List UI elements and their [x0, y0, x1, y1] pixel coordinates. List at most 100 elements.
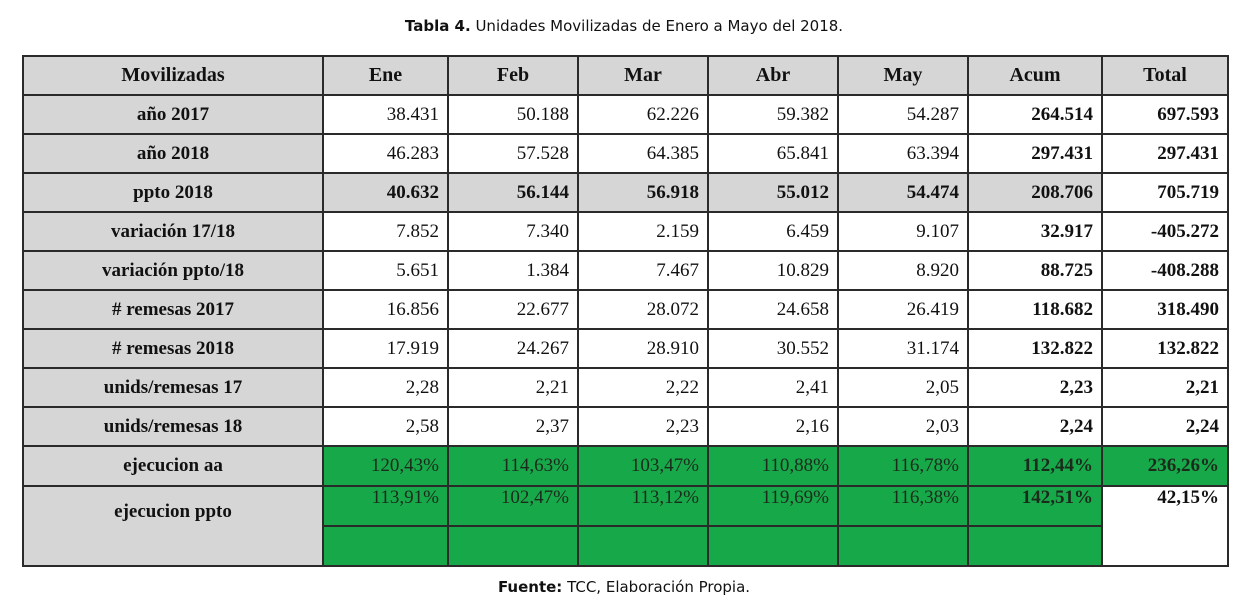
table-cell: 7.852 — [322, 211, 449, 252]
table-cell: 8.920 — [837, 250, 969, 291]
table-cell: 42,15% — [1101, 485, 1229, 567]
table-cell: 114,63% — [447, 445, 579, 487]
table-row: año 2017 38.431 50.188 62.226 59.382 54.… — [22, 94, 1229, 135]
table-row: ejecucion aa 120,43% 114,63% 103,47% 110… — [22, 445, 1229, 487]
table-cell: 59.382 — [707, 94, 839, 135]
table-cell-empty — [707, 525, 839, 567]
row-label: unids/remesas 18 — [22, 406, 324, 447]
table-cell: 24.658 — [707, 289, 839, 330]
table-cell: 2,16 — [707, 406, 839, 447]
table-cell: 54.287 — [837, 94, 969, 135]
row-label: # remesas 2018 — [22, 328, 324, 369]
table-row: año 2018 46.283 57.528 64.385 65.841 63.… — [22, 133, 1229, 174]
header-mar: Mar — [577, 55, 709, 96]
table-source: Fuente: TCC, Elaboración Propia. — [0, 578, 1248, 596]
header-row: Movilizadas Ene Feb Mar Abr May Acum Tot… — [22, 55, 1229, 96]
table-cell: 2,03 — [837, 406, 969, 447]
table-cell: 30.552 — [707, 328, 839, 369]
table-cell: 110,88% — [707, 445, 839, 487]
header-abr: Abr — [707, 55, 839, 96]
table-cell: 119,69% — [707, 485, 839, 527]
table-cell: 2,22 — [577, 367, 709, 408]
table-row: variación 17/18 7.852 7.340 2.159 6.459 … — [22, 211, 1229, 252]
table-cell: 2.159 — [577, 211, 709, 252]
table-cell: 697.593 — [1101, 94, 1229, 135]
table-cell: 2,58 — [322, 406, 449, 447]
table-cell: 28.910 — [577, 328, 709, 369]
row-label: variación 17/18 — [22, 211, 324, 252]
source-label: Fuente: — [497, 578, 563, 596]
table-cell: 132.822 — [967, 328, 1103, 369]
table-cell: 65.841 — [707, 133, 839, 174]
table-row: ppto 2018 40.632 56.144 56.918 55.012 54… — [22, 172, 1229, 213]
table-cell: 297.431 — [1101, 133, 1229, 174]
table-row: variación ppto/18 5.651 1.384 7.467 10.8… — [22, 250, 1229, 291]
table-cell: 102,47% — [447, 485, 579, 527]
table-cell: 55.012 — [707, 172, 839, 213]
row-label: variación ppto/18 — [22, 250, 324, 291]
row-label: # remesas 2017 — [22, 289, 324, 330]
table-cell: 5.651 — [322, 250, 449, 291]
table-cell: 264.514 — [967, 94, 1103, 135]
table-cell: 113,91% — [322, 485, 449, 527]
header-total: Total — [1101, 55, 1229, 96]
table-cell-empty — [322, 525, 449, 567]
table-caption: Tabla 4. Unidades Movilizadas de Enero a… — [0, 17, 1248, 35]
table-cell: 28.072 — [577, 289, 709, 330]
table-cell: 26.419 — [837, 289, 969, 330]
header-feb: Feb — [447, 55, 579, 96]
table-cell: 1.384 — [447, 250, 579, 291]
table-cell: 38.431 — [322, 94, 449, 135]
table-cell: 24.267 — [447, 328, 579, 369]
mobilized-units-table: Movilizadas Ene Feb Mar Abr May Acum Tot… — [22, 55, 1229, 567]
row-label: ejecucion aa — [22, 445, 324, 487]
table-cell: 54.474 — [837, 172, 969, 213]
table-cell: 22.677 — [447, 289, 579, 330]
table-cell: 2,21 — [447, 367, 579, 408]
table-cell: 56.144 — [447, 172, 579, 213]
table-row: unids/remesas 17 2,28 2,21 2,22 2,41 2,0… — [22, 367, 1229, 408]
table-cell: 142,51% — [967, 485, 1103, 527]
table-row: ejecucion ppto 113,91% 102,47% 113,12% 1… — [22, 485, 1229, 567]
row-label: ppto 2018 — [22, 172, 324, 213]
table-cell: 6.459 — [707, 211, 839, 252]
table-cell: 116,38% — [837, 485, 969, 527]
source-text: TCC, Elaboración Propia. — [562, 578, 751, 596]
table-cell-empty — [967, 525, 1103, 567]
table-row-filler — [23, 525, 1228, 567]
table-cell: 16.856 — [322, 289, 449, 330]
table-cell: 2,24 — [1101, 406, 1229, 447]
table-cell: 50.188 — [447, 94, 579, 135]
table-cell: 705.719 — [1101, 172, 1229, 213]
table-cell: 17.919 — [322, 328, 449, 369]
table-cell: 31.174 — [837, 328, 969, 369]
table-cell: 88.725 — [967, 250, 1103, 291]
header-acum: Acum — [967, 55, 1103, 96]
row-label: año 2017 — [22, 94, 324, 135]
table-cell: 103,47% — [577, 445, 709, 487]
row-label: ejecucion ppto — [22, 485, 324, 567]
table-cell: 64.385 — [577, 133, 709, 174]
table-cell-empty — [837, 525, 969, 567]
table-cell: 57.528 — [447, 133, 579, 174]
table-row: # remesas 2018 17.919 24.267 28.910 30.5… — [22, 328, 1229, 369]
table-cell: 7.467 — [577, 250, 709, 291]
table-cell: 10.829 — [707, 250, 839, 291]
table-cell: 9.107 — [837, 211, 969, 252]
table-cell: 297.431 — [967, 133, 1103, 174]
table-cell: 2,21 — [1101, 367, 1229, 408]
caption-text: Unidades Movilizadas de Enero a Mayo del… — [470, 17, 844, 35]
table-cell-empty — [577, 525, 709, 567]
table-cell: 2,37 — [447, 406, 579, 447]
header-movilizadas: Movilizadas — [22, 55, 324, 96]
row-label: unids/remesas 17 — [22, 367, 324, 408]
table-cell: 2,23 — [577, 406, 709, 447]
table-row: unids/remesas 18 2,58 2,37 2,23 2,16 2,0… — [22, 406, 1229, 447]
table-cell: 2,05 — [837, 367, 969, 408]
table-cell: 2,41 — [707, 367, 839, 408]
table-cell: 113,12% — [577, 485, 709, 527]
table-cell: 120,43% — [322, 445, 449, 487]
header-may: May — [837, 55, 969, 96]
table-row: # remesas 2017 16.856 22.677 28.072 24.6… — [22, 289, 1229, 330]
table-cell: 2,28 — [322, 367, 449, 408]
